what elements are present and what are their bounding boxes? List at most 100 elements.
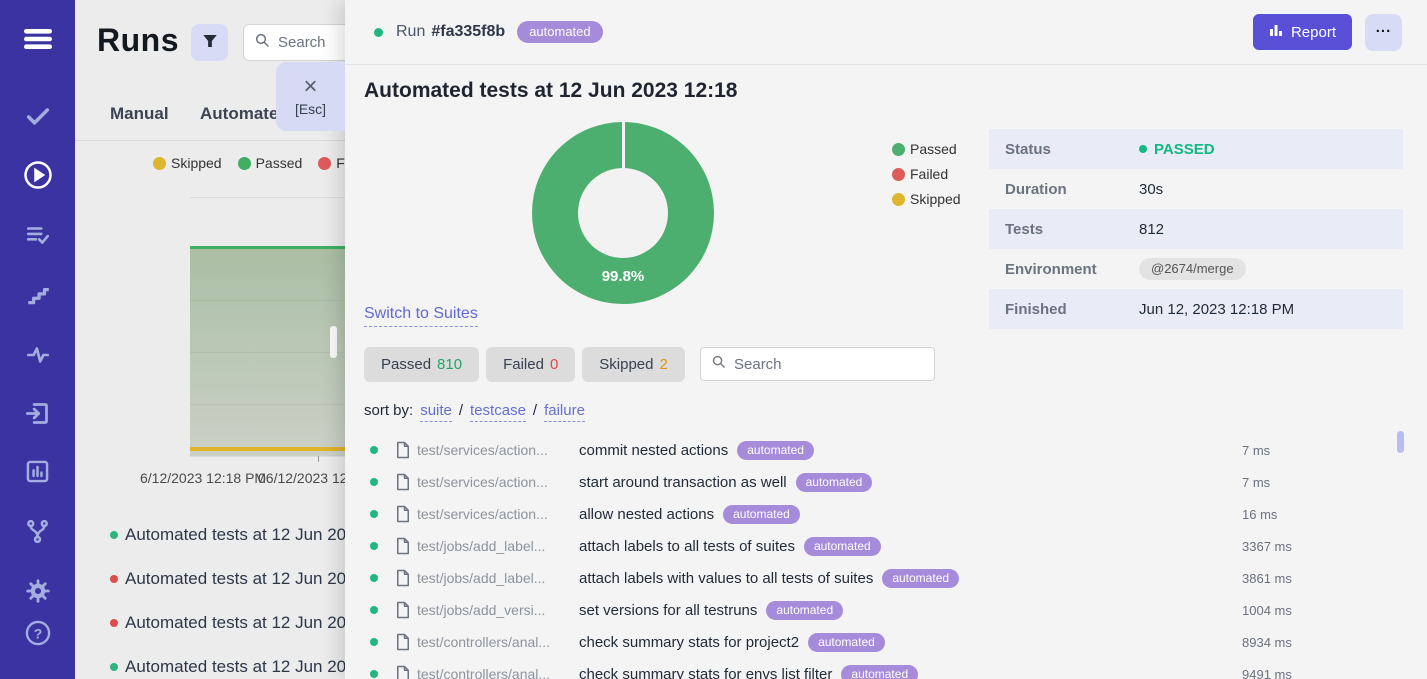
steps-icon[interactable] (21, 278, 55, 312)
duration-value: 30s (1139, 180, 1164, 198)
test-path: test/services/action... (417, 506, 548, 522)
run-id: #fa335f8b (431, 23, 506, 40)
switch-to-suites-link[interactable]: Switch to Suites (364, 305, 478, 327)
sort-controls: sort by: suite / testcase / failure (364, 402, 585, 422)
sign-in-icon[interactable] (21, 396, 55, 430)
chart-legend: Skipped Passed Failed (153, 155, 374, 171)
test-row[interactable]: test/controllers/anal... check summary s… (345, 658, 1427, 679)
run-list-item[interactable]: Automated tests at 12 Jun 202 (110, 657, 356, 677)
sort-by-failure-link[interactable]: failure (544, 402, 585, 422)
test-title: check summary stats for project2 (579, 633, 800, 651)
activity-icon[interactable] (21, 338, 55, 372)
search-input[interactable] (734, 355, 924, 373)
test-path: test/controllers/anal... (417, 666, 551, 679)
test-title: check summary stats for envs list filter (579, 665, 833, 679)
legend-failed: Failed (892, 166, 961, 182)
run-status-dot (374, 27, 383, 37)
test-path: test/services/action... (417, 442, 548, 458)
failed-dot (892, 167, 905, 181)
legend-passed: Passed (892, 141, 961, 157)
sort-by-suite-link[interactable]: suite (420, 402, 452, 422)
automated-badge: automated (723, 504, 800, 524)
donut-legend: Passed Failed Skipped (892, 141, 961, 207)
test-row[interactable]: test/jobs/add_versi... set versions for … (345, 594, 1427, 626)
automated-badge: automated (517, 21, 603, 43)
esc-hint: [Esc] (294, 100, 327, 117)
tab-automated[interactable]: Automated (200, 104, 289, 123)
test-status-dot (370, 510, 378, 518)
folder-icon[interactable] (21, 674, 55, 679)
test-list-scrollbar[interactable] (1397, 431, 1404, 453)
list-check-icon[interactable] (21, 218, 55, 252)
svg-text:?: ? (33, 625, 42, 641)
test-title: start around transaction as well (579, 473, 787, 491)
test-title: attach labels to all tests of suites (579, 537, 795, 555)
x-axis-tick (318, 456, 319, 462)
test-path: test/controllers/anal... (417, 634, 551, 650)
left-panel-scrollbar[interactable] (330, 326, 337, 358)
more-actions-button[interactable]: ... (1365, 13, 1402, 51)
run-list-item[interactable]: Automated tests at 12 Jun 202 (110, 525, 356, 545)
check-icon[interactable] (21, 100, 55, 134)
failed-filter-tab[interactable]: Failed 0 (486, 347, 576, 382)
branch-icon[interactable] (21, 514, 55, 548)
test-row[interactable]: test/jobs/add_label... attach labels to … (345, 530, 1427, 562)
donut-percent-label: 99.8% (601, 268, 645, 285)
file-icon (395, 569, 411, 587)
test-row[interactable]: test/services/action... commit nested ac… (345, 434, 1427, 466)
test-results-list: test/services/action... commit nested ac… (345, 434, 1427, 679)
run-title: Automated tests at 12 Jun 2023 12:18 (364, 79, 738, 102)
run-status-dot (110, 619, 118, 627)
test-row[interactable]: test/services/action... start around tra… (345, 466, 1427, 498)
test-row[interactable]: test/controllers/anal... check summary s… (345, 626, 1427, 658)
chart-box-icon[interactable] (21, 454, 55, 488)
legend-skipped: Skipped (153, 155, 222, 171)
menu-icon[interactable] (21, 22, 55, 56)
test-status-dot (370, 478, 378, 486)
donut-hole (578, 168, 668, 258)
file-icon (395, 537, 411, 555)
legend-skipped: Skipped (892, 191, 961, 207)
separator: / (458, 402, 464, 419)
file-icon (395, 473, 411, 491)
sidebar: ? (0, 0, 75, 679)
file-icon (395, 633, 411, 651)
search-icon (711, 354, 726, 374)
test-row[interactable]: test/services/action... allow nested act… (345, 498, 1427, 530)
tab-manual[interactable]: Manual (110, 104, 169, 123)
test-status-dot (370, 446, 378, 454)
tests-search[interactable] (700, 347, 935, 381)
passed-filter-tab[interactable]: Passed 810 (364, 347, 480, 382)
file-icon (395, 441, 411, 459)
filter-button[interactable] (191, 24, 228, 61)
automated-badge: automated (841, 664, 919, 679)
test-status-dot (370, 542, 378, 550)
test-path: test/jobs/add_versi... (417, 602, 546, 618)
tests-count-value: 812 (1139, 220, 1165, 238)
run-list-item[interactable]: Automated tests at 12 Jun 202 (110, 569, 356, 589)
report-button[interactable]: Report (1252, 14, 1352, 50)
run-list-item[interactable]: Automated tests at 12 Jun 202 (110, 613, 356, 633)
skipped-filter-tab[interactable]: Skipped 2 (582, 347, 685, 382)
test-duration: 9491 ms (1242, 666, 1292, 679)
play-circle-icon[interactable] (21, 158, 55, 192)
gear-icon[interactable] (21, 574, 55, 608)
automated-badge: automated (766, 600, 844, 620)
test-status-dot (370, 670, 378, 678)
test-row[interactable]: test/jobs/add_label... attach labels wit… (345, 562, 1427, 594)
result-filter-tabs: Passed 810 Failed 0 Skipped 2 (364, 347, 685, 382)
result-donut-chart: 99.8% (532, 122, 714, 304)
test-title: set versions for all testruns (579, 601, 758, 619)
close-icon: × (303, 72, 318, 100)
summary-row-duration: Duration 30s (1005, 180, 1164, 198)
run-summary-table: Status PASSED Duration 30s Tests 812 Env… (989, 129, 1403, 329)
run-status-dot (110, 531, 118, 539)
summary-row-environment: Environment @2674/merge (989, 249, 1403, 289)
test-duration: 8934 ms (1242, 634, 1292, 650)
close-drawer-button[interactable]: × [Esc] (276, 62, 345, 131)
test-status-dot (370, 606, 378, 614)
help-icon[interactable]: ? (21, 616, 55, 650)
test-duration: 7 ms (1242, 474, 1271, 490)
sort-by-testcase-link[interactable]: testcase (470, 402, 526, 422)
x-label: 6/12/2023 12:18 PM (140, 470, 267, 486)
